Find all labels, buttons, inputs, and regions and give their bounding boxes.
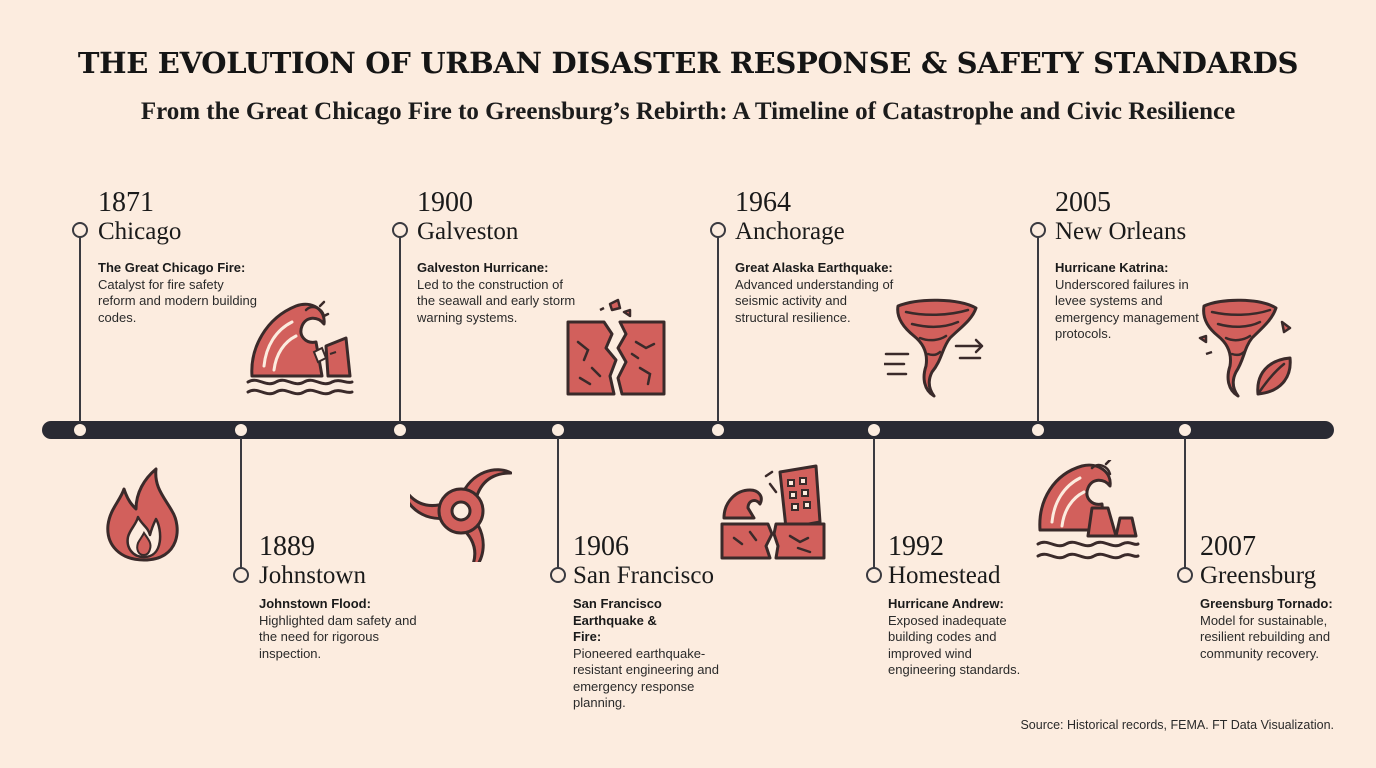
tornado-leaf-icon [1198, 298, 1292, 398]
event-place: Johnstown [259, 562, 366, 589]
axis-marker [74, 424, 86, 436]
axis-marker [1032, 424, 1044, 436]
event-marker [72, 222, 88, 238]
event-text: Highlighted dam safety and the need for … [259, 612, 417, 661]
event-year: 1964 [735, 187, 791, 218]
event-year: 1871 [98, 187, 154, 218]
axis-marker [868, 424, 880, 436]
page-subtitle: From the Great Chicago Fire to Greensbur… [140, 98, 1236, 125]
event-text: Catalyst for fire safety reform and mode… [98, 276, 257, 325]
event-name: Great Alaska Earthquake: [735, 260, 893, 275]
event-place: Anchorage [735, 218, 845, 245]
event-marker [550, 567, 566, 583]
event-stem [557, 438, 559, 574]
axis-marker [712, 424, 724, 436]
wave-levee-icon [1036, 460, 1140, 560]
event-text: Pioneered earthquake-resistant engineeri… [573, 645, 719, 711]
event-name: Hurricane Andrew: [888, 596, 1004, 611]
fire-icon [106, 467, 179, 562]
event-marker [1030, 222, 1046, 238]
page-title: THE EVOLUTION OF URBAN DISASTER RESPONSE… [77, 46, 1299, 80]
event-description: Johnstown Flood: Highlighted dam safety a… [259, 596, 419, 662]
event-text: Model for sustainable, resilient rebuild… [1200, 612, 1331, 661]
event-description: San Francisco Earthquake & Fire: Pioneere… [573, 596, 723, 712]
event-stem [399, 230, 401, 422]
event-text: Led to the construction of the seawall a… [417, 276, 576, 325]
event-place: Homestead [888, 562, 1001, 589]
axis-marker [394, 424, 406, 436]
wave-dam-icon [246, 300, 354, 396]
event-year: 1906 [573, 531, 629, 562]
source-note: Source: Historical records, FEMA. FT Dat… [1020, 718, 1334, 732]
event-name: Greensburg Tornado: [1200, 596, 1333, 611]
event-description: The Great Chicago Fire: Catalyst for fire… [98, 260, 258, 326]
event-name: Galveston Hurricane: [417, 260, 549, 275]
event-name: Johnstown Flood: [259, 596, 371, 611]
event-marker [710, 222, 726, 238]
event-name: The Great Chicago Fire: [98, 260, 246, 275]
event-place: New Orleans [1055, 218, 1187, 245]
event-text: Exposed inadequate building codes and im… [888, 612, 1021, 678]
event-place: Galveston [417, 218, 519, 245]
collapsing-building-icon [720, 464, 826, 560]
event-marker [1177, 567, 1193, 583]
event-marker [233, 567, 249, 583]
hurricane-icon [410, 468, 512, 562]
tornado-wind-icon [884, 298, 984, 398]
event-stem [240, 438, 242, 574]
event-stem [873, 438, 875, 574]
event-stem [1184, 438, 1186, 574]
event-name: Hurricane Katrina: [1055, 260, 1169, 275]
event-year: 1900 [417, 187, 473, 218]
event-description: Great Alaska Earthquake: Advanced underst… [735, 260, 895, 326]
axis-marker [1179, 424, 1191, 436]
event-place: Greensburg [1200, 562, 1317, 589]
timeline-axis [42, 421, 1334, 439]
axis-marker [552, 424, 564, 436]
event-stem [717, 230, 719, 422]
event-place: Chicago [98, 218, 182, 245]
event-text: Underscored failures in levee systems an… [1055, 276, 1199, 342]
event-description: Hurricane Katrina: Underscored failures i… [1055, 260, 1200, 343]
event-place: San Francisco [573, 562, 714, 589]
event-year: 1992 [888, 531, 944, 562]
earthquake-crack-icon [566, 298, 666, 396]
event-marker [392, 222, 408, 238]
axis-marker [235, 424, 247, 436]
event-description: Greensburg Tornado: Model for sustainable… [1200, 596, 1340, 662]
event-description: Hurricane Andrew: Exposed inadequate buil… [888, 596, 1028, 679]
event-year: 2005 [1055, 187, 1111, 218]
event-marker [866, 567, 882, 583]
event-text: Advanced understanding of seismic activi… [735, 276, 894, 325]
event-name: San Francisco Earthquake & Fire: [573, 596, 662, 644]
event-stem [1037, 230, 1039, 422]
event-stem [79, 230, 81, 422]
event-year: 2007 [1200, 531, 1256, 562]
event-year: 1889 [259, 531, 315, 562]
event-description: Galveston Hurricane: Led to the construct… [417, 260, 577, 326]
